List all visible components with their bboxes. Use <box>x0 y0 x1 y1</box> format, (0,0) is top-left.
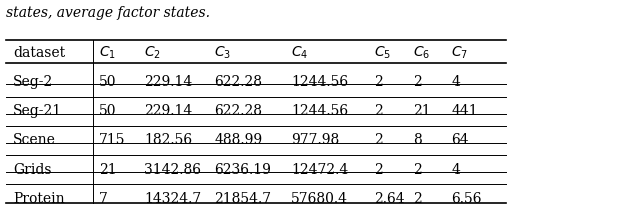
Text: $C_{3}$: $C_{3}$ <box>214 45 232 61</box>
Text: 441: 441 <box>451 104 478 118</box>
Text: 2: 2 <box>413 75 422 89</box>
Text: dataset: dataset <box>13 46 65 60</box>
Text: $C_{6}$: $C_{6}$ <box>413 45 430 61</box>
Text: 21: 21 <box>99 162 117 177</box>
Text: 488.99: 488.99 <box>214 133 262 147</box>
Text: 2: 2 <box>374 162 383 177</box>
Text: 4: 4 <box>451 162 460 177</box>
Text: Seg-2: Seg-2 <box>13 75 53 89</box>
Text: 7: 7 <box>99 192 108 206</box>
Text: 6.56: 6.56 <box>451 192 482 206</box>
Text: 229.14: 229.14 <box>144 75 192 89</box>
Text: 182.56: 182.56 <box>144 133 192 147</box>
Text: 2: 2 <box>374 75 383 89</box>
Text: 622.28: 622.28 <box>214 104 262 118</box>
Text: 50: 50 <box>99 104 116 118</box>
Text: Scene: Scene <box>13 133 56 147</box>
Text: 2.64: 2.64 <box>374 192 405 206</box>
Text: 977.98: 977.98 <box>291 133 339 147</box>
Text: 50: 50 <box>99 75 116 89</box>
Text: 64: 64 <box>451 133 469 147</box>
Text: 2: 2 <box>374 133 383 147</box>
Text: 6236.19: 6236.19 <box>214 162 271 177</box>
Text: $C_{7}$: $C_{7}$ <box>451 45 468 61</box>
Text: 229.14: 229.14 <box>144 104 192 118</box>
Text: 4: 4 <box>451 75 460 89</box>
Text: 1244.56: 1244.56 <box>291 75 348 89</box>
Text: 12472.4: 12472.4 <box>291 162 348 177</box>
Text: 2: 2 <box>374 104 383 118</box>
Text: 1244.56: 1244.56 <box>291 104 348 118</box>
Text: 2: 2 <box>413 192 422 206</box>
Text: $C_{1}$: $C_{1}$ <box>99 45 116 61</box>
Text: 715: 715 <box>99 133 125 147</box>
Text: 622.28: 622.28 <box>214 75 262 89</box>
Text: Grids: Grids <box>13 162 51 177</box>
Text: 8: 8 <box>413 133 422 147</box>
Text: 2: 2 <box>413 162 422 177</box>
Text: 14324.7: 14324.7 <box>144 192 201 206</box>
Text: states, average factor states.: states, average factor states. <box>6 6 211 20</box>
Text: $C_{5}$: $C_{5}$ <box>374 45 392 61</box>
Text: Protein: Protein <box>13 192 65 206</box>
Text: 3142.86: 3142.86 <box>144 162 201 177</box>
Text: $C_{4}$: $C_{4}$ <box>291 45 308 61</box>
Text: 57680.4: 57680.4 <box>291 192 348 206</box>
Text: Seg-21: Seg-21 <box>13 104 62 118</box>
Text: 21854.7: 21854.7 <box>214 192 271 206</box>
Text: 21: 21 <box>413 104 431 118</box>
Text: $C_{2}$: $C_{2}$ <box>144 45 161 61</box>
